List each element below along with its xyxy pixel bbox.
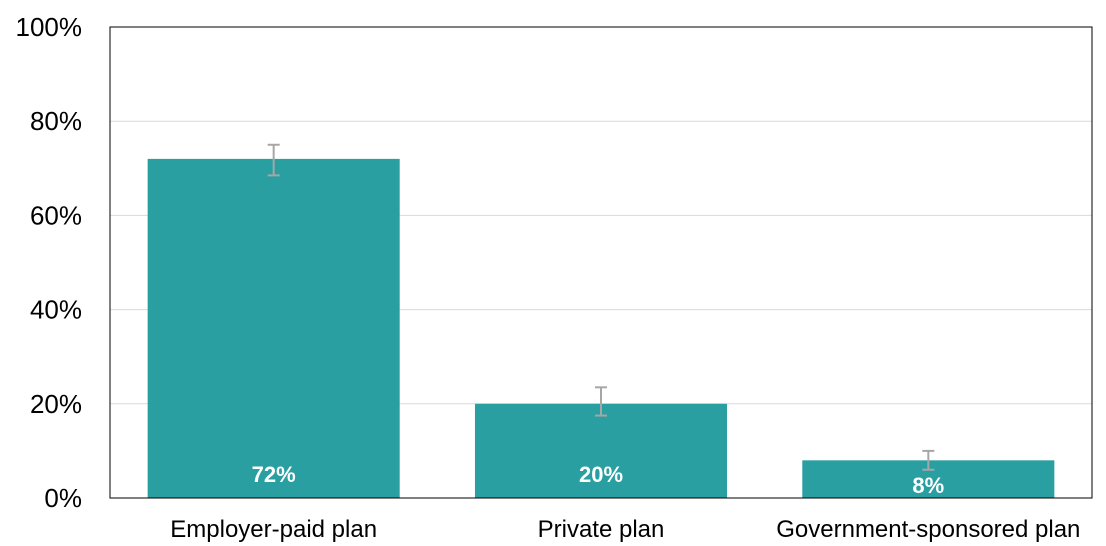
x-axis-category-labels: Employer-paid plan Private plan Government… [170, 516, 1080, 543]
data-label: 72% [252, 462, 296, 487]
x-category-label: Government-sponsored plan [776, 516, 1080, 543]
y-tick-label: 0% [44, 483, 82, 513]
plot-frame [109, 26, 1093, 499]
bars [147, 158, 1055, 498]
y-tick-label: 100% [16, 12, 83, 42]
x-category-label: Private plan [538, 516, 665, 543]
y-tick-label: 80% [30, 106, 82, 136]
x-category-label: Employer-paid plan [170, 516, 377, 543]
y-tick-label: 40% [30, 295, 82, 325]
y-axis-tick-labels: 0% 20% 40% 60% 80% 100% [16, 12, 83, 513]
bar [147, 158, 400, 498]
data-label: 20% [579, 462, 623, 487]
y-tick-label: 60% [30, 200, 82, 230]
error-bars [267, 143, 935, 471]
data-label: 8% [912, 473, 944, 498]
bar [474, 403, 728, 498]
y-tick-label: 20% [30, 389, 82, 419]
data-labels: 72% 20% 8% [252, 462, 945, 498]
